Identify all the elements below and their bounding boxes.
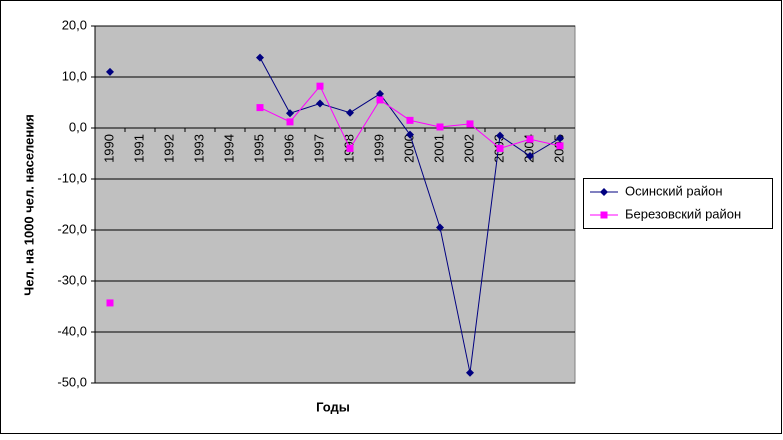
legend (583, 178, 773, 229)
x-tick-label: 2000 (401, 134, 416, 163)
point (406, 130, 414, 139)
point (436, 123, 444, 131)
point (346, 144, 354, 152)
x-tick-label: 1993 (191, 134, 206, 163)
point (406, 116, 414, 124)
point (376, 89, 384, 98)
x-tick-label: 1996 (281, 134, 296, 163)
x-tick-label: 1992 (161, 134, 176, 163)
point (526, 152, 534, 161)
x-axis-title: Годы (316, 399, 350, 414)
point (106, 67, 114, 76)
point (466, 368, 474, 377)
point (376, 96, 384, 104)
y-tick-label: -50,0 (57, 374, 87, 389)
y-tick-label: 0,0 (69, 119, 87, 134)
y-tick-label: 20,0 (62, 17, 87, 32)
x-tick-label: 2001 (431, 134, 446, 163)
x-tick-label: 1997 (311, 134, 326, 163)
y-tick-label: -30,0 (57, 272, 87, 287)
legend-label: Березовский район (625, 206, 741, 221)
point (600, 188, 608, 196)
point (256, 104, 264, 112)
point (526, 135, 534, 143)
x-tick-label: 1995 (251, 134, 266, 163)
y-tick-label: -40,0 (57, 323, 87, 338)
x-tick-label: 1991 (131, 134, 146, 163)
point (496, 144, 504, 152)
x-tick-label: 1994 (221, 134, 236, 163)
point (556, 142, 564, 150)
point (436, 223, 444, 232)
y-tick-label: -20,0 (57, 221, 87, 236)
point (466, 120, 474, 128)
x-tick-label: 1990 (101, 134, 116, 163)
x-tick-label: 2002 (461, 134, 476, 163)
point (316, 82, 324, 90)
legend-label: Осинский район (625, 183, 723, 198)
plot-area (94, 25, 576, 384)
y-tick-label: -10,0 (57, 170, 87, 185)
point (316, 99, 324, 108)
y-axis-title: Чел. на 1000 чел. населения (21, 114, 36, 296)
point (600, 211, 608, 219)
point (496, 131, 504, 140)
point (286, 109, 294, 118)
point (346, 108, 354, 117)
x-tick-label: 1999 (371, 134, 386, 163)
point (286, 118, 294, 126)
point (556, 134, 564, 143)
point (106, 299, 114, 307)
y-tick-label: 10,0 (62, 68, 87, 83)
point (256, 53, 264, 62)
